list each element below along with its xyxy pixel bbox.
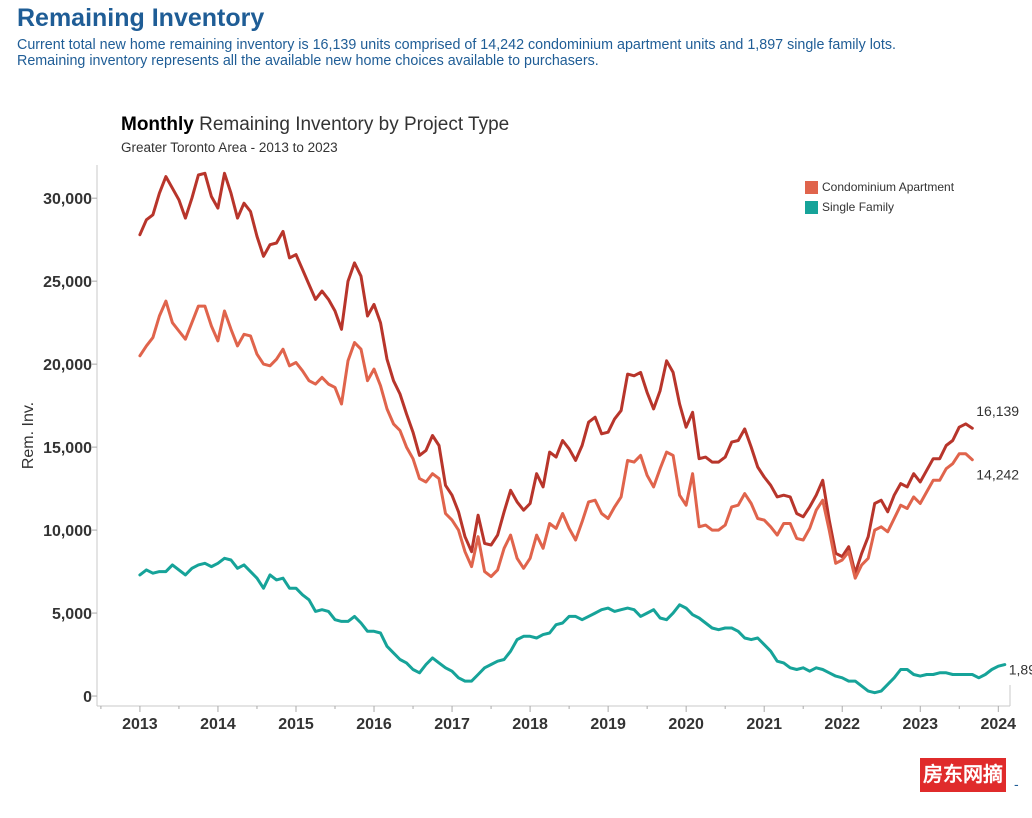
total-line xyxy=(138,171,974,575)
y-tick-label: 30,000 xyxy=(43,191,92,208)
page-description: Current total new home remaining invento… xyxy=(17,37,896,69)
y-axis-label: Rem. Inv. xyxy=(20,402,37,469)
condominium-apartment-line xyxy=(138,299,974,580)
watermark-logo: 房东网摘 xyxy=(920,758,1006,792)
x-tick-label: 2019 xyxy=(590,716,626,733)
decorative-dash: - xyxy=(1014,776,1019,792)
condominium-end-label: 14,242 xyxy=(976,467,1019,483)
x-tick-label: 2013 xyxy=(122,716,158,733)
x-tick-label: 2023 xyxy=(902,716,938,733)
chart-legend[interactable]: Condominium Apartment Single Family xyxy=(805,177,954,217)
y-tick-label: 0 xyxy=(83,689,92,706)
single-family-line xyxy=(138,556,1007,695)
x-tick-label: 2022 xyxy=(824,716,860,733)
chart-title: Monthly Remaining Inventory by Project T… xyxy=(121,114,509,136)
x-tick-label: 2017 xyxy=(434,716,470,733)
chart-title-rest: Remaining Inventory by Project Type xyxy=(199,114,510,135)
total-end-label: 16,139 xyxy=(976,403,1019,419)
chart-title-bold: Monthly xyxy=(121,114,194,135)
x-tick-label: 2015 xyxy=(278,716,314,733)
x-tick-label: 2018 xyxy=(512,716,548,733)
legend-item-condominium[interactable]: Condominium Apartment xyxy=(805,177,954,197)
y-tick-label: 25,000 xyxy=(43,274,92,291)
x-tick-label: 2021 xyxy=(746,716,782,733)
legend-swatch-condominium xyxy=(805,180,818,194)
x-tick-label: 2024 xyxy=(980,716,1016,733)
chart-subtitle: Greater Toronto Area - 2013 to 2023 xyxy=(121,140,338,155)
y-tick-label: 5,000 xyxy=(52,606,92,623)
legend-swatch-single-family xyxy=(805,200,818,214)
y-tick-label: 10,000 xyxy=(43,523,92,540)
legend-label-condominium: Condominium Apartment xyxy=(822,180,955,194)
legend-label-single-family: Single Family xyxy=(822,200,895,214)
x-tick-label: 2020 xyxy=(668,716,704,733)
single-family-end-label: 1,897 xyxy=(1009,662,1032,678)
y-tick-label: 15,000 xyxy=(43,440,92,457)
x-tick-label: 2014 xyxy=(200,716,236,733)
y-tick-label: 20,000 xyxy=(43,357,92,374)
legend-item-single-family[interactable]: Single Family xyxy=(805,197,954,217)
x-tick-label: 2016 xyxy=(356,716,392,733)
page-title: Remaining Inventory xyxy=(17,4,265,32)
